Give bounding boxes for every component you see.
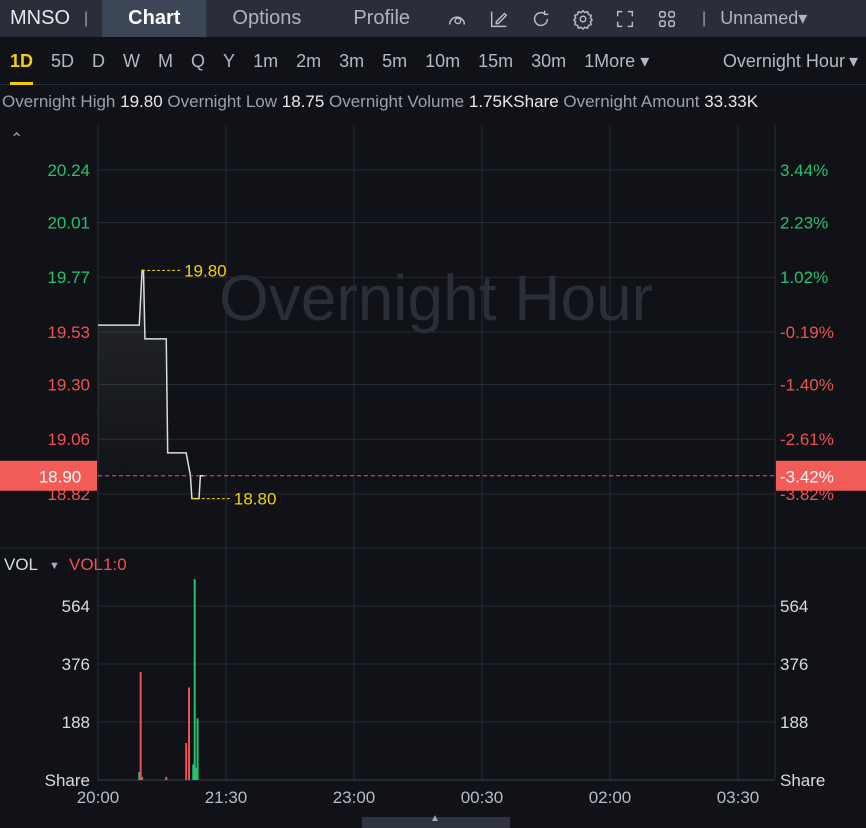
top-bar: MNSO | Chart Options Profile | Unnamed▾ xyxy=(0,0,866,37)
timeframe-10m[interactable]: 10m xyxy=(425,50,461,71)
timeframe-1m[interactable]: 1m xyxy=(253,50,279,71)
timeframe-5D[interactable]: 5D xyxy=(51,50,75,71)
current-pct: -3.42% xyxy=(780,468,834,487)
volume-bar xyxy=(188,687,191,780)
indicator-name: VOL xyxy=(4,555,38,574)
refresh-icon[interactable] xyxy=(529,7,553,31)
divider: | xyxy=(84,9,89,27)
vol-tick-label: 188 xyxy=(62,713,90,732)
x-tick-label: 02:00 xyxy=(589,788,632,807)
volume-bar xyxy=(185,742,188,780)
layout-name: Unnamed xyxy=(720,8,799,28)
pct-tick-label: -0.19% xyxy=(780,323,834,342)
timeframe-15m[interactable]: 15m xyxy=(478,50,514,71)
fullscreen-icon[interactable] xyxy=(613,7,637,31)
timeframe-M[interactable]: M xyxy=(158,50,174,71)
volume-bar xyxy=(196,718,199,780)
tab-chart[interactable]: Chart xyxy=(102,0,207,37)
stat-label: Overnight Volume xyxy=(329,92,469,111)
vol-unit-label: Share xyxy=(780,771,825,790)
pct-tick-label: -2.61% xyxy=(780,430,834,449)
stat-value: 1.75KShare xyxy=(468,92,564,111)
indicator-icon[interactable] xyxy=(445,7,469,31)
volume-bar xyxy=(141,776,144,780)
pct-tick-label: 2.23% xyxy=(780,213,828,232)
pct-tick-label: 1.02% xyxy=(780,268,828,287)
volume-bar xyxy=(192,764,195,780)
caret-down-icon: ▾ xyxy=(798,8,808,28)
tab-profile[interactable]: Profile xyxy=(353,7,411,29)
timeframe-1More[interactable]: 1More ▾ xyxy=(584,50,650,71)
layout-icon[interactable] xyxy=(655,7,679,31)
x-tick-label: 20:00 xyxy=(77,788,120,807)
layout-select[interactable]: Unnamed▾ xyxy=(720,8,807,29)
timeframe-Q[interactable]: Q xyxy=(191,50,206,71)
draw-icon[interactable] xyxy=(487,7,511,31)
low-price-label: 18.80 xyxy=(234,490,277,509)
volume-bar xyxy=(139,672,142,780)
y-tick-label: 20.24 xyxy=(47,161,90,180)
y-tick-label: 19.77 xyxy=(47,268,90,287)
timeframe-30m[interactable]: 30m xyxy=(531,50,567,71)
stats-line: Overnight High 19.80 Overnight Low 18.75… xyxy=(2,92,758,112)
timeframe-W[interactable]: W xyxy=(123,50,141,71)
vol-unit-label: Share xyxy=(45,771,90,790)
timeframe-3m[interactable]: 3m xyxy=(339,50,365,71)
caret-down-icon: ▾ xyxy=(848,50,858,71)
current-price-badge xyxy=(0,460,97,491)
stat-value: 19.80 xyxy=(120,92,168,111)
high-price-label: 19.80 xyxy=(184,261,227,280)
vol-tick-label: 376 xyxy=(780,655,808,674)
symbol: MNSO xyxy=(10,7,70,29)
stat-value: 33.33K xyxy=(704,92,759,111)
y-tick-label: 20.01 xyxy=(47,213,90,232)
stat-label: Overnight Amount xyxy=(563,92,705,111)
indicator-params: VOL1:0 xyxy=(69,555,127,574)
x-tick-label: 00:30 xyxy=(461,788,504,807)
pct-tick-label: -1.40% xyxy=(780,375,834,394)
timeframe-D[interactable]: D xyxy=(92,50,106,71)
divider: | xyxy=(702,9,707,27)
volume-bar xyxy=(195,767,198,780)
timeframe-2m[interactable]: 2m xyxy=(296,50,322,71)
current-price: 18.90 xyxy=(39,468,82,487)
vol-tick-label: 564 xyxy=(780,597,808,616)
volume-bar xyxy=(165,776,168,780)
y-tick-label: 19.06 xyxy=(47,430,90,449)
tab-options[interactable]: Options xyxy=(232,7,302,29)
stat-label: Overnight High xyxy=(2,92,121,111)
x-tick-label: 21:30 xyxy=(205,788,248,807)
volume-bar xyxy=(138,771,141,780)
timeframe-Y[interactable]: Y xyxy=(223,50,236,71)
timeframe-bar: 1D 5D D W M Q Y 1m 2m 3m 5m 10m 15m 30m 1More ▾ Overnig… xyxy=(0,37,866,85)
session-select[interactable]: Overnight Hour ▾ xyxy=(723,37,858,85)
y-tick-label: 19.30 xyxy=(47,375,90,394)
y-tick-label: 19.53 xyxy=(47,323,90,342)
x-tick-label: 23:00 xyxy=(333,788,376,807)
watermark: Overnight Hour xyxy=(219,262,653,334)
pct-tick-label: 3.44% xyxy=(780,161,828,180)
price-area xyxy=(98,270,205,499)
volume-bar xyxy=(193,579,196,780)
timeframe-1D[interactable]: 1D xyxy=(10,37,34,85)
collapse-icon: ⌃ xyxy=(10,131,23,148)
chevron-up-icon: ▲ xyxy=(430,813,440,824)
caret-down-icon: ▼ xyxy=(49,560,60,572)
stat-label: Overnight Low xyxy=(167,92,282,111)
vol-tick-label: 564 xyxy=(62,597,90,616)
x-tick-label: 03:30 xyxy=(717,788,760,807)
vol-tick-label: 376 xyxy=(62,655,90,674)
settings-icon[interactable] xyxy=(571,7,595,31)
current-pct-badge xyxy=(776,460,866,491)
session-label: Overnight Hour xyxy=(722,50,845,71)
vol-tick-label: 188 xyxy=(780,713,808,732)
stat-value: 18.75 xyxy=(281,92,329,111)
timeframe-5m[interactable]: 5m xyxy=(382,50,408,71)
resize-handle[interactable]: ▲ xyxy=(362,813,510,828)
